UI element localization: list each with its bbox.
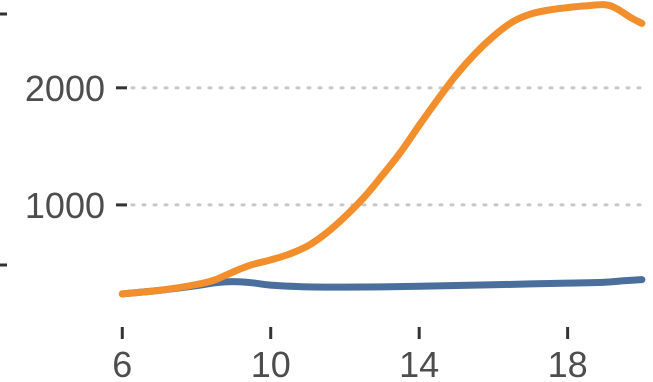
y-tick-label: 1000 (25, 185, 105, 226)
y-tick-label: 2000 (25, 68, 105, 109)
series-line-2 (118, 1, 646, 298)
series-lines (118, 1, 646, 298)
x-tick-label: 14 (399, 344, 439, 382)
x-tick-label: 18 (548, 344, 588, 382)
axes: 1000 2000 6 10 14 18 (0, 12, 588, 382)
gridlines (130, 86, 650, 207)
x-tick-label: 10 (251, 344, 291, 382)
x-tick-label: 6 (112, 344, 132, 382)
